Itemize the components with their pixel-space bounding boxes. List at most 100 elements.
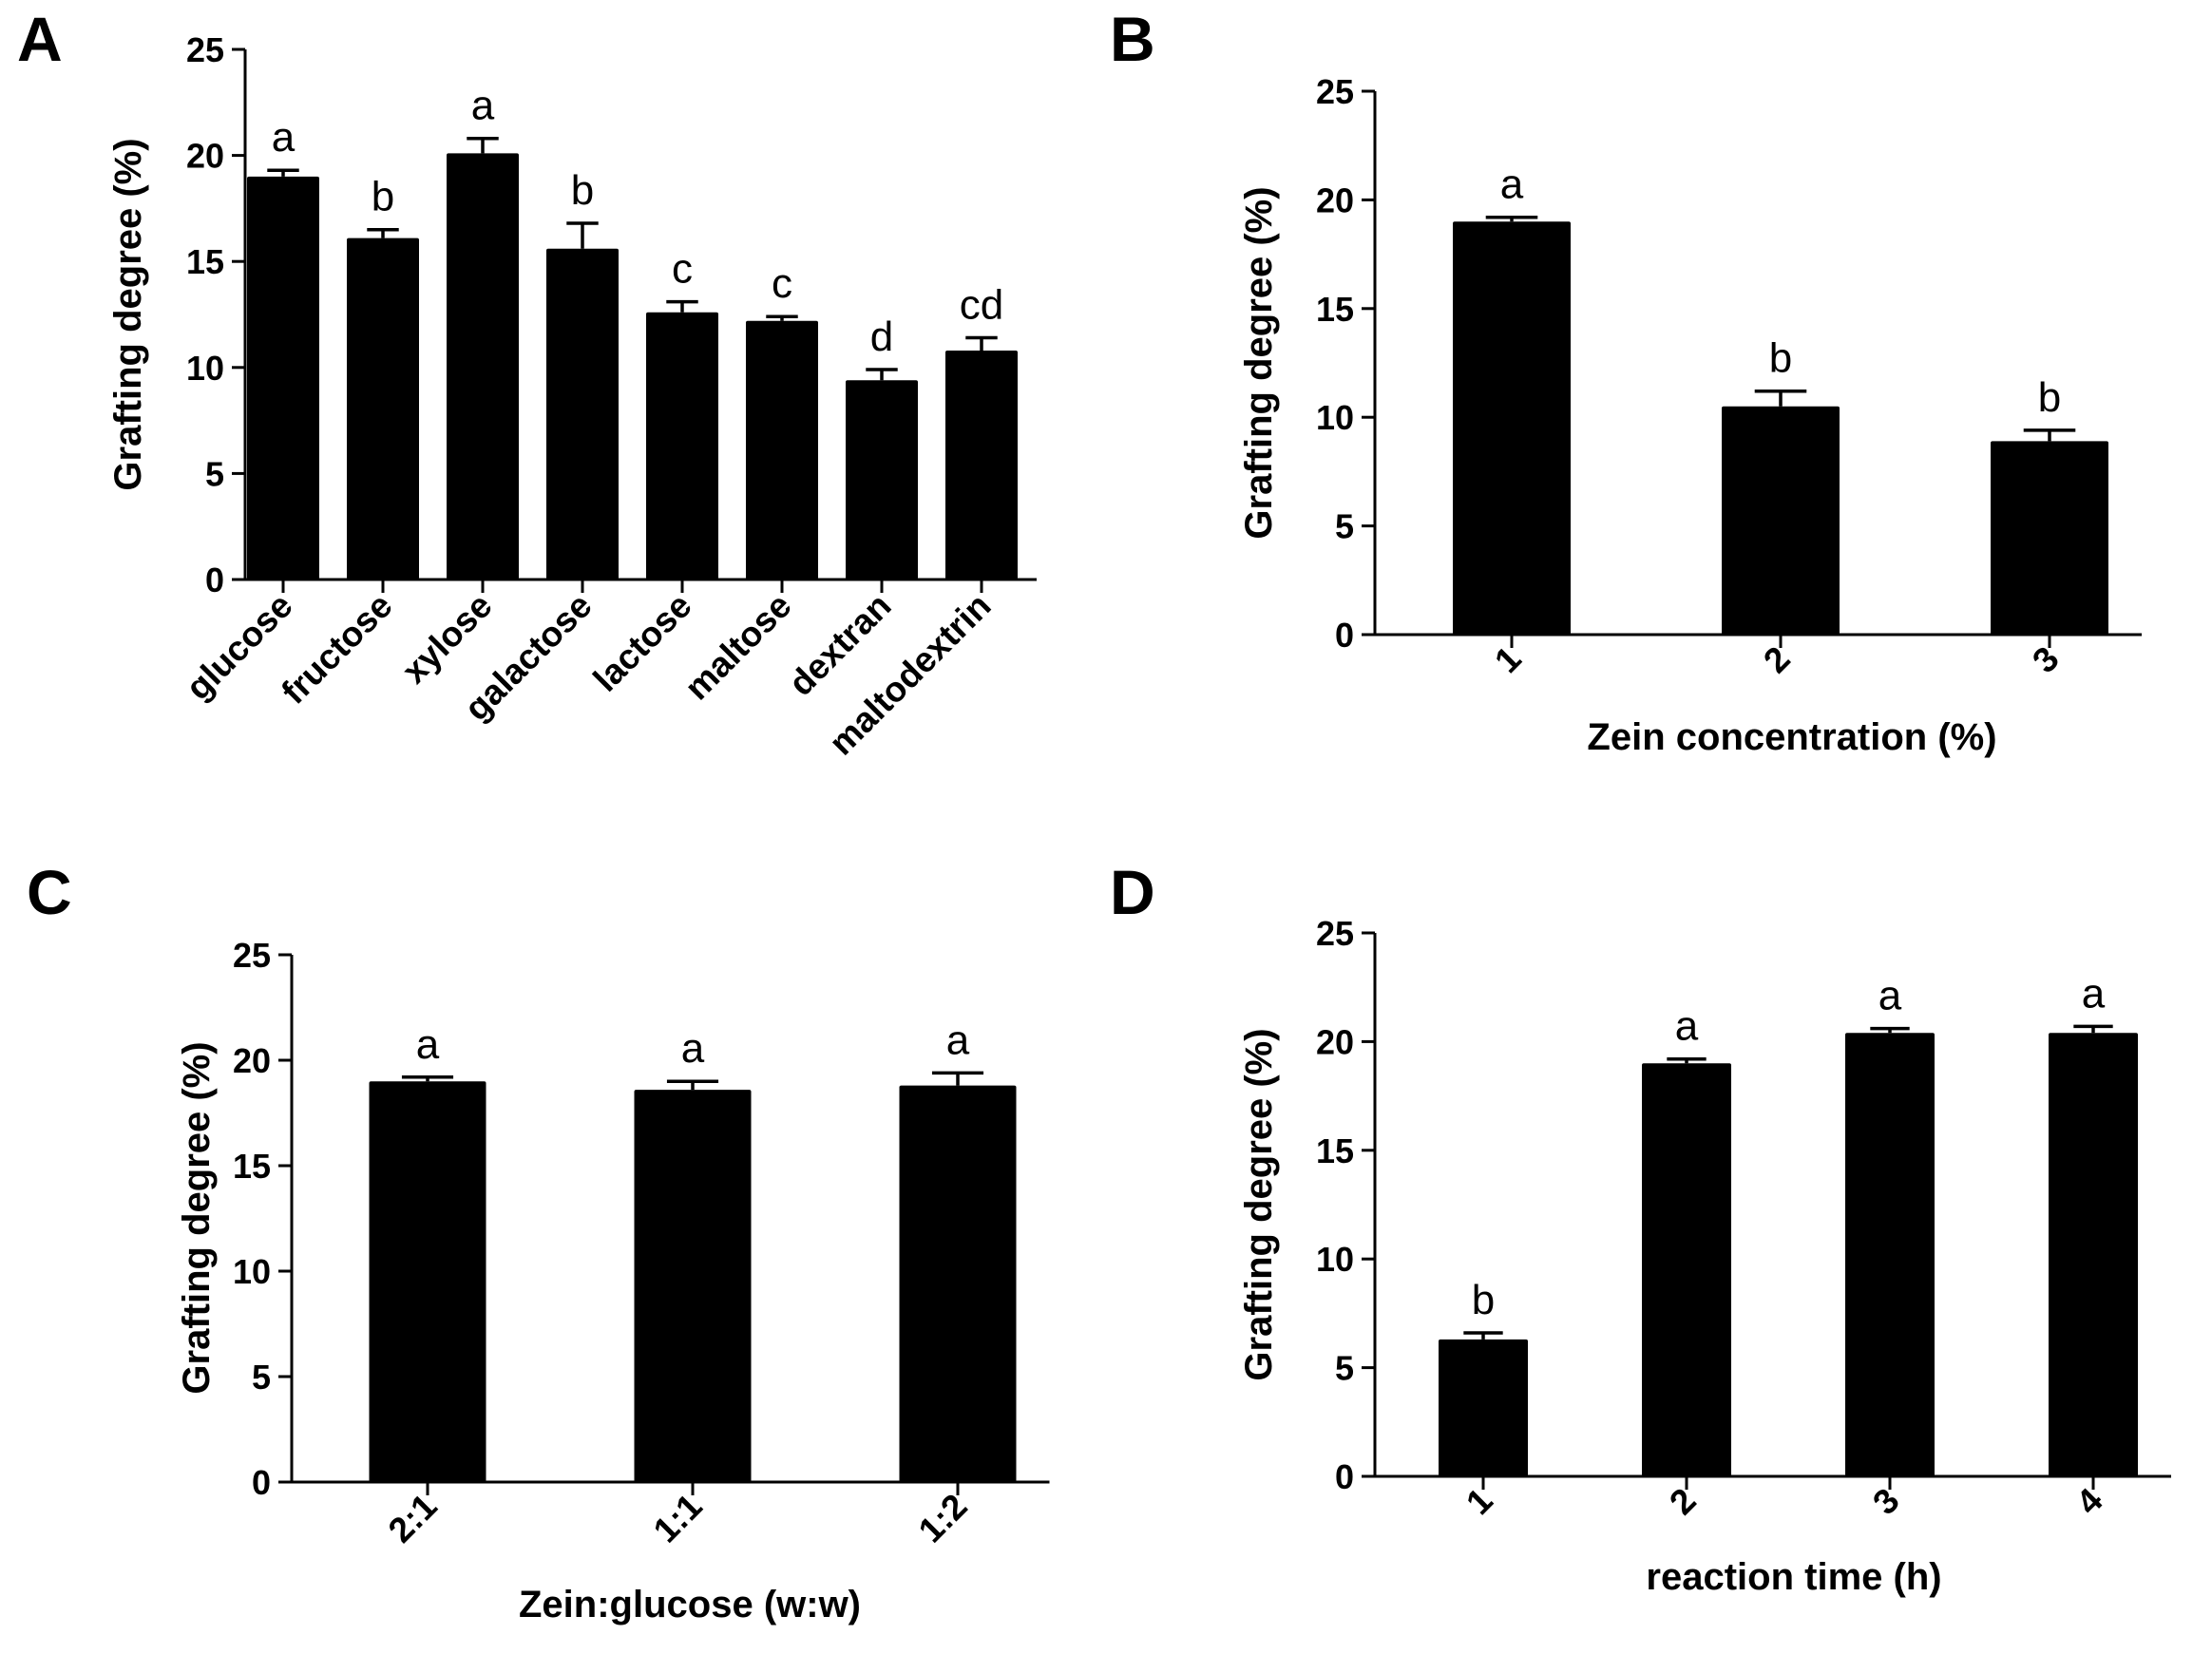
x-tick-label: 1:2 [911,1487,975,1550]
y-tick-label: 20 [1316,1022,1354,1061]
bar [546,248,619,580]
panel-c: C 0 5 10 15 20 25 Grafting degree (%) Zein:gluco… [27,857,1050,1625]
error-bar [1667,1056,1707,1064]
y-tick-label: 20 [1316,181,1354,219]
bar [1439,1339,1528,1476]
significance-label: a [1878,973,1902,1019]
x-tick-label: fructose [274,586,399,712]
y-axis-title: Grafting degree (%) [107,138,149,490]
x-tick-label: 1 [1487,639,1529,681]
bar [2049,1033,2138,1476]
panel-letter: B [1110,4,1155,74]
panel-letter: D [1110,857,1155,927]
bar [1991,441,2108,635]
bar [899,1085,1017,1482]
error-bar [766,314,798,321]
error-bar [2073,1024,2113,1034]
x-tick-label: 1 [1459,1481,1500,1523]
error-bar [1870,1026,1910,1034]
significance-label: b [571,167,594,214]
significance-label: b [1769,335,1792,382]
error-bar [566,221,599,249]
y-axis-title: Grafting degree (%) [176,1041,218,1394]
significance-label: b [1472,1277,1495,1323]
error-bar [1485,215,1538,222]
bar [1845,1033,1935,1476]
y-tick-label: 25 [233,936,271,975]
y-tick-label: 10 [186,349,224,388]
bar [746,320,818,580]
y-tick-label: 0 [1335,616,1354,655]
bar [369,1081,486,1482]
significance-label: d [870,314,893,360]
bar [846,380,918,580]
y-tick-label: 10 [233,1252,271,1291]
x-tick-label: 4 [2069,1480,2110,1522]
y-tick-label: 20 [186,137,224,176]
y-tick-label: 0 [205,561,224,599]
bar [1722,406,1840,635]
panel-letter: C [27,857,72,927]
x-axis-title: Zein concentration (%) [1587,716,1996,758]
y-tick-label: 0 [1335,1457,1354,1496]
error-bar [1463,1331,1503,1340]
x-tick-label: 1:1 [646,1487,710,1550]
y-tick-label: 25 [186,30,224,69]
y-tick-label: 5 [1335,507,1354,546]
significance-label: c [672,246,693,293]
error-bar [401,1075,454,1082]
x-tick-label: 3 [2025,639,2067,681]
error-bar [467,136,499,154]
bar [634,1090,752,1482]
error-bar [267,168,299,177]
bar [646,312,718,580]
y-tick-label: 15 [186,242,224,281]
bar [447,153,519,580]
x-axis-title: Zein:glucose (w:w) [519,1584,861,1625]
significance-label: c [772,260,792,307]
y-tick-label: 25 [1316,72,1354,111]
y-tick-label: 15 [233,1147,271,1186]
significance-label: b [372,174,394,220]
y-tick-label: 15 [1316,290,1354,329]
significance-label: a [471,83,495,129]
significance-label: a [1675,1003,1699,1050]
y-tick-label: 5 [205,454,224,493]
bar [1642,1063,1731,1476]
y-tick-label: 25 [1316,914,1354,953]
error-bar [666,1079,719,1091]
y-tick-label: 10 [1316,1240,1354,1279]
x-tick-label: 2 [1662,1481,1704,1523]
significance-label: a [946,1017,970,1063]
x-tick-label: maltose [677,586,799,708]
significance-label: a [272,114,296,161]
y-axis-title: Grafting degree (%) [1238,1028,1280,1380]
panel-b: B 0 5 10 15 20 25 Grafting degree (%) Zein conce… [1110,4,2142,758]
bar [945,350,1018,580]
significance-label: a [681,1025,705,1072]
significance-label: cd [960,282,1003,329]
error-bar [965,335,998,351]
y-tick-label: 20 [233,1041,271,1080]
bar [1453,221,1571,635]
x-tick-label: 2:1 [381,1487,445,1550]
significance-label: a [1500,162,1524,208]
error-bar [866,368,898,381]
x-tick-label: 2 [1756,639,1798,681]
bar [347,238,419,580]
significance-label: a [2082,970,2106,1017]
significance-label: a [416,1021,440,1068]
error-bar [931,1071,984,1086]
y-axis-title: Grafting degree (%) [1238,186,1280,539]
significance-label: b [2038,374,2061,421]
x-axis-title: reaction time (h) [1646,1556,1941,1598]
panel-d: D 0 5 10 15 20 25 Grafting degree (%) reaction t… [1110,857,2171,1598]
error-bar [2023,428,2076,442]
y-tick-label: 5 [252,1358,271,1397]
panel-letter: A [17,4,63,74]
error-bar [367,227,399,238]
y-tick-label: 5 [1335,1349,1354,1388]
x-tick-label: 3 [1865,1481,1907,1523]
